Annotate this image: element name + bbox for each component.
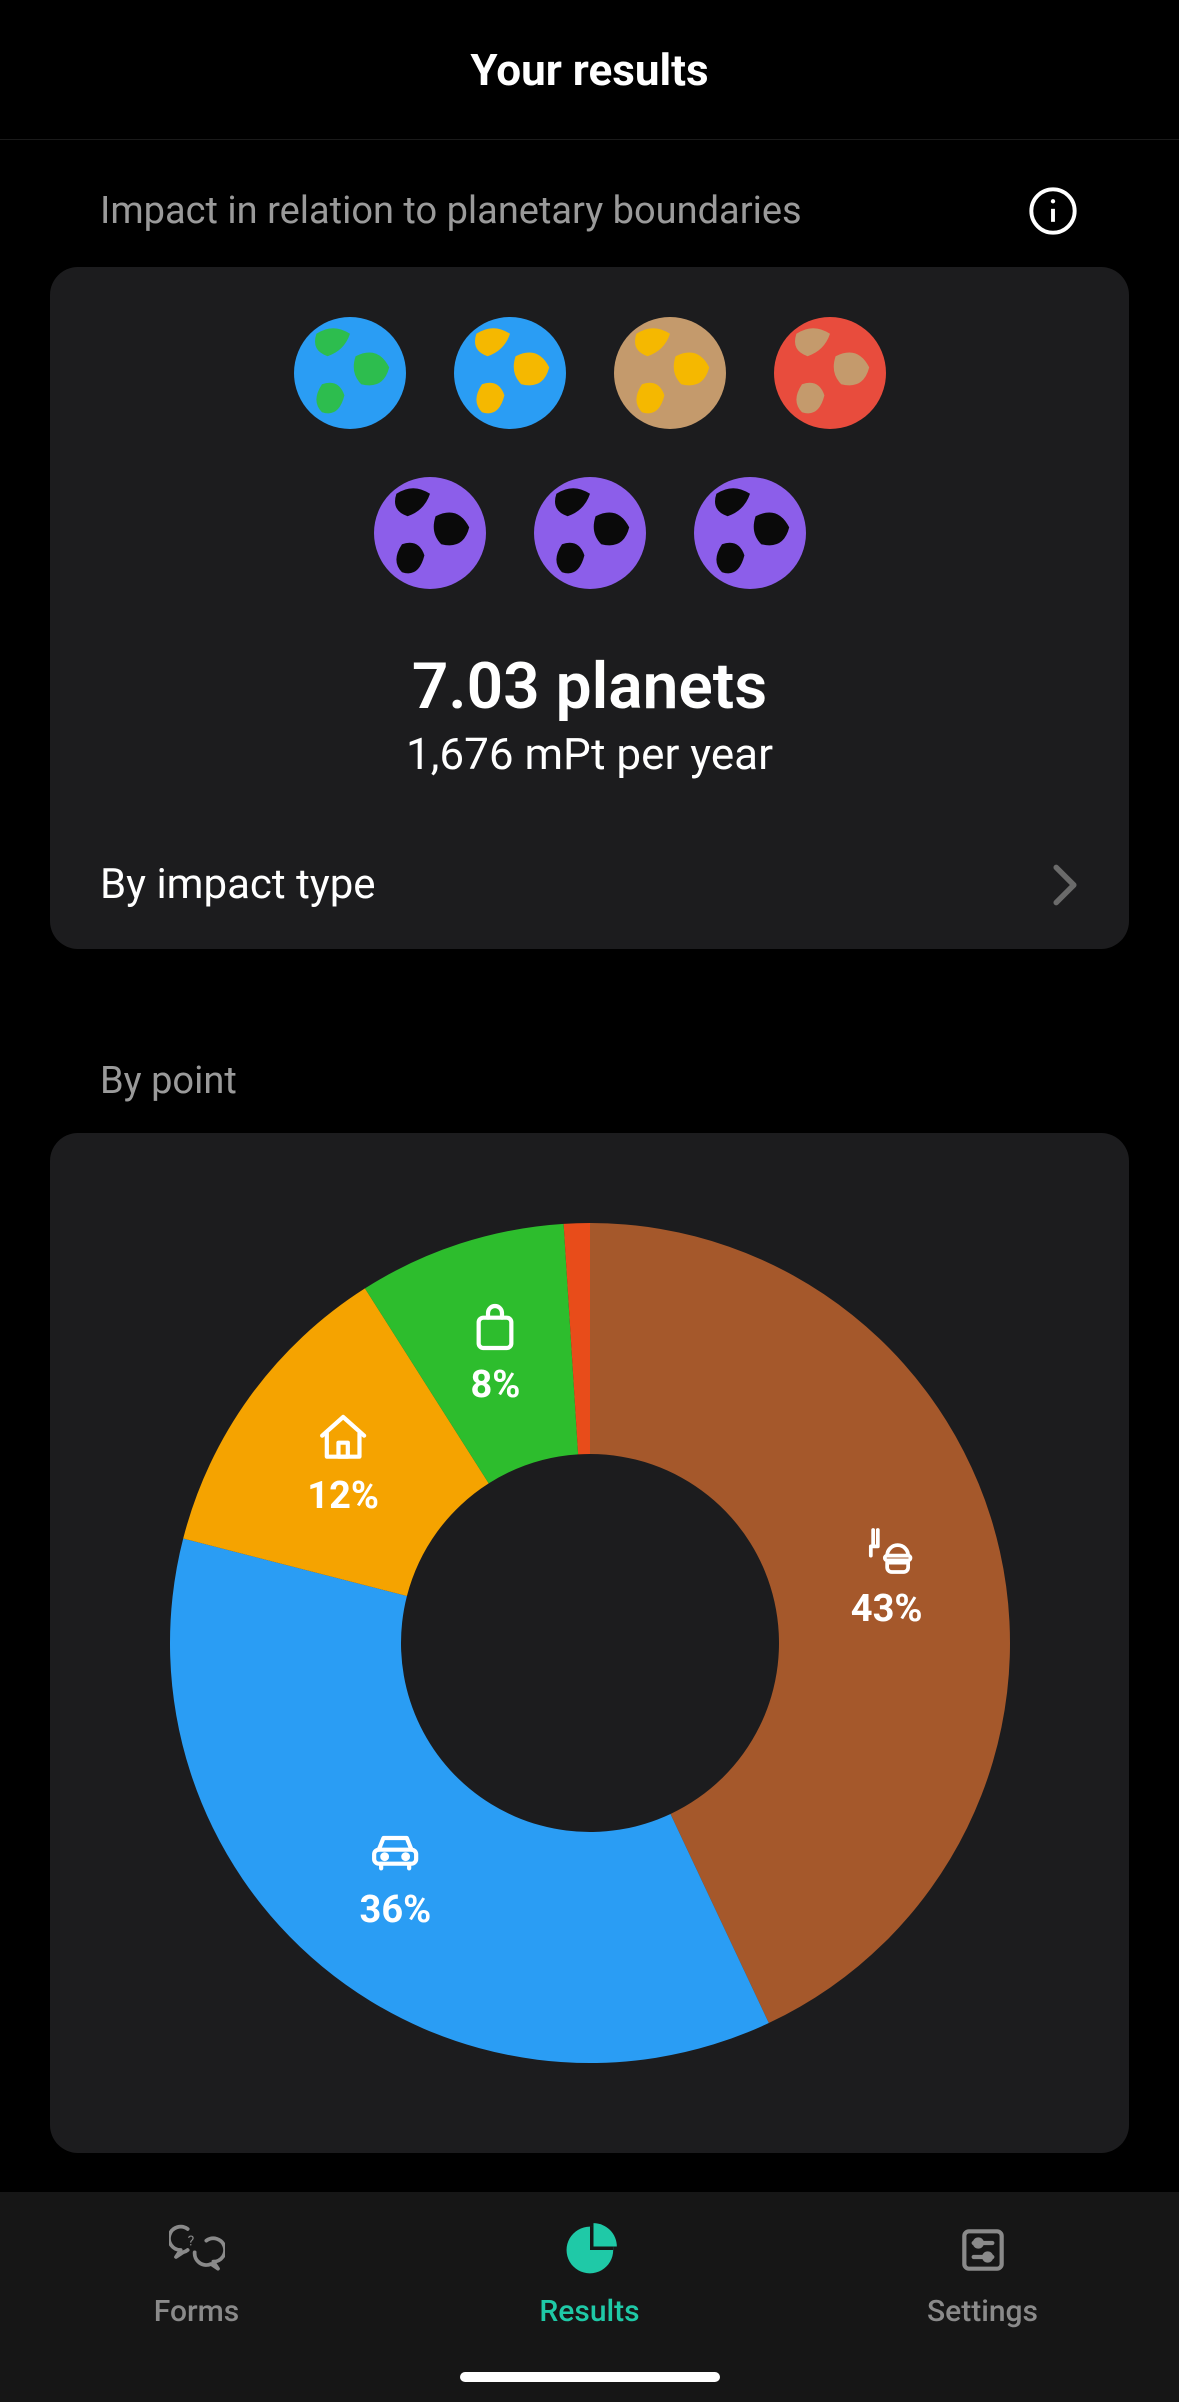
donut-slice-transport <box>170 1539 769 2063</box>
forms-icon: ? <box>169 2222 225 2282</box>
impact-section-label: Impact in relation to planetary boundari… <box>100 189 802 233</box>
donut-label-food: 43% <box>851 1523 923 1631</box>
page-title: Your results <box>470 44 708 96</box>
info-icon <box>1027 185 1079 237</box>
bypoint-section-header: By point <box>50 1059 1129 1103</box>
planet-icon <box>614 317 726 429</box>
svg-text:?: ? <box>187 2233 194 2249</box>
donut-label-home: 12% <box>307 1410 379 1518</box>
donut-percent-shopping: 8% <box>470 1363 520 1407</box>
planet-icon <box>774 317 886 429</box>
planets-grid <box>230 317 950 589</box>
planets-count: 7.03 planets <box>100 649 1079 724</box>
by-impact-type-label: By impact type <box>100 860 376 909</box>
donut-label-transport: 36% <box>360 1824 432 1932</box>
impact-card: 7.03 planets 1,676 mPt per year By impac… <box>50 267 1129 949</box>
planets-subtitle: 1,676 mPt per year <box>100 728 1079 780</box>
planet-icon <box>374 477 486 589</box>
donut-percent-home: 12% <box>307 1474 379 1518</box>
content-area: Impact in relation to planetary boundari… <box>0 185 1179 2153</box>
impact-section-header: Impact in relation to planetary boundari… <box>50 185 1129 237</box>
planet-icon <box>454 317 566 429</box>
bypoint-card: 43% 36% 12% 8% <box>50 1133 1129 2153</box>
tab-forms[interactable]: ? Forms <box>2 2222 391 2329</box>
planet-icon <box>534 477 646 589</box>
tab-results[interactable]: Results <box>395 2222 784 2329</box>
header: Your results <box>0 0 1179 140</box>
settings-icon <box>955 2222 1011 2282</box>
tab-settings[interactable]: Settings <box>788 2222 1177 2329</box>
info-button[interactable] <box>1027 185 1079 237</box>
tab-bar: ? Forms Results Settings <box>0 2192 1179 2402</box>
bypoint-section-label: By point <box>100 1059 1079 1103</box>
chevron-right-icon <box>1051 863 1079 907</box>
donut-percent-food: 43% <box>851 1587 923 1631</box>
tab-label-forms: Forms <box>154 2294 239 2329</box>
planet-icon <box>294 317 406 429</box>
donut-percent-transport: 36% <box>360 1888 432 1932</box>
donut-chart: 43% 36% 12% 8% <box>140 1193 1040 2093</box>
home-indicator <box>460 2372 720 2382</box>
tab-label-settings: Settings <box>927 2294 1038 2329</box>
by-impact-type-row[interactable]: By impact type <box>100 860 1079 909</box>
donut-label-shopping: 8% <box>467 1299 523 1407</box>
planet-icon <box>694 477 806 589</box>
results-icon <box>562 2222 618 2282</box>
tab-label-results: Results <box>539 2294 639 2329</box>
